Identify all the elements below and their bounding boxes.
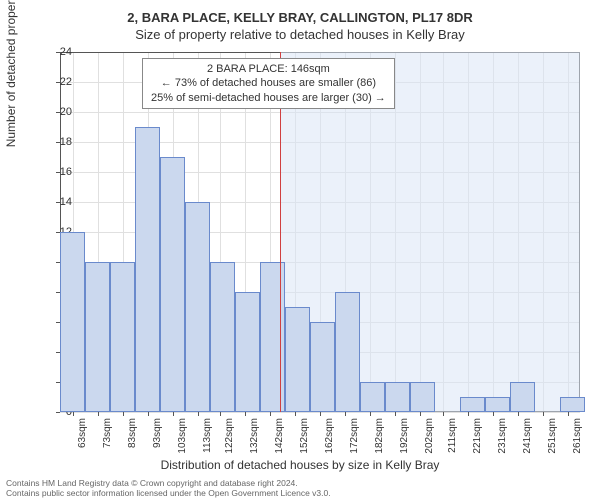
x-tick-label: 192sqm <box>399 418 410 462</box>
histogram-bar <box>485 397 510 412</box>
x-tick-label: 211sqm <box>447 418 458 462</box>
x-tick-label: 251sqm <box>547 418 558 462</box>
annotation-line2: ← 73% of detached houses are smaller (86… <box>151 76 386 90</box>
x-tick-label: 241sqm <box>522 418 533 462</box>
annotation-line3: 25% of semi-detached houses are larger (… <box>151 91 386 105</box>
x-tick-label: 152sqm <box>299 418 310 462</box>
x-tick-label: 202sqm <box>424 418 435 462</box>
histogram-bar <box>210 262 235 412</box>
footer: Contains HM Land Registry data © Crown c… <box>6 478 594 498</box>
histogram-bar <box>560 397 585 412</box>
histogram-bar <box>385 382 410 412</box>
histogram-bar <box>410 382 435 412</box>
annotation-line1: 2 BARA PLACE: 146sqm <box>151 62 386 76</box>
x-tick-label: 162sqm <box>324 418 335 462</box>
x-tick-label: 113sqm <box>202 418 213 462</box>
histogram-bar <box>510 382 535 412</box>
x-tick-label: 83sqm <box>127 418 138 462</box>
x-tick-label: 132sqm <box>249 418 260 462</box>
histogram-bar <box>360 382 385 412</box>
histogram-bar <box>60 232 85 412</box>
histogram-bar <box>310 322 335 412</box>
x-tick-label: 142sqm <box>274 418 285 462</box>
x-tick-label: 73sqm <box>102 418 113 462</box>
histogram-bar <box>110 262 135 412</box>
histogram-bar <box>160 157 185 412</box>
x-tick-label: 221sqm <box>472 418 483 462</box>
y-axis-label: Number of detached properties <box>4 0 18 147</box>
histogram-bar <box>85 262 110 412</box>
histogram-bar <box>460 397 485 412</box>
chart-title: 2, BARA PLACE, KELLY BRAY, CALLINGTON, P… <box>0 10 600 25</box>
chart-container: 2, BARA PLACE, KELLY BRAY, CALLINGTON, P… <box>0 0 600 500</box>
x-tick-label: 172sqm <box>349 418 360 462</box>
x-tick-label: 103sqm <box>177 418 188 462</box>
histogram-bar <box>335 292 360 412</box>
x-tick-label: 261sqm <box>572 418 583 462</box>
chart-subtitle: Size of property relative to detached ho… <box>0 27 600 42</box>
x-axis-label: Distribution of detached houses by size … <box>0 458 600 472</box>
histogram-bar <box>235 292 260 412</box>
histogram-bar <box>260 262 285 412</box>
annotation-box: 2 BARA PLACE: 146sqm ← 73% of detached h… <box>142 58 395 109</box>
x-tick-label: 182sqm <box>374 418 385 462</box>
footer-line2: Contains public sector information licen… <box>6 488 594 498</box>
x-tick-label: 231sqm <box>497 418 508 462</box>
histogram-bar <box>185 202 210 412</box>
x-tick-label: 63sqm <box>77 418 88 462</box>
x-tick-label: 122sqm <box>224 418 235 462</box>
x-tick-label: 93sqm <box>152 418 163 462</box>
footer-line1: Contains HM Land Registry data © Crown c… <box>6 478 594 488</box>
title-block: 2, BARA PLACE, KELLY BRAY, CALLINGTON, P… <box>0 0 600 42</box>
histogram-bar <box>135 127 160 412</box>
histogram-bar <box>285 307 310 412</box>
